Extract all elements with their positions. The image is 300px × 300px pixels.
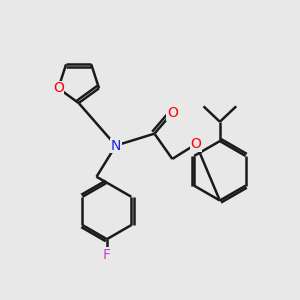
Text: O: O xyxy=(190,137,202,151)
Text: N: N xyxy=(111,139,121,152)
Text: O: O xyxy=(167,106,178,120)
Text: F: F xyxy=(103,248,111,262)
Text: O: O xyxy=(53,81,64,95)
